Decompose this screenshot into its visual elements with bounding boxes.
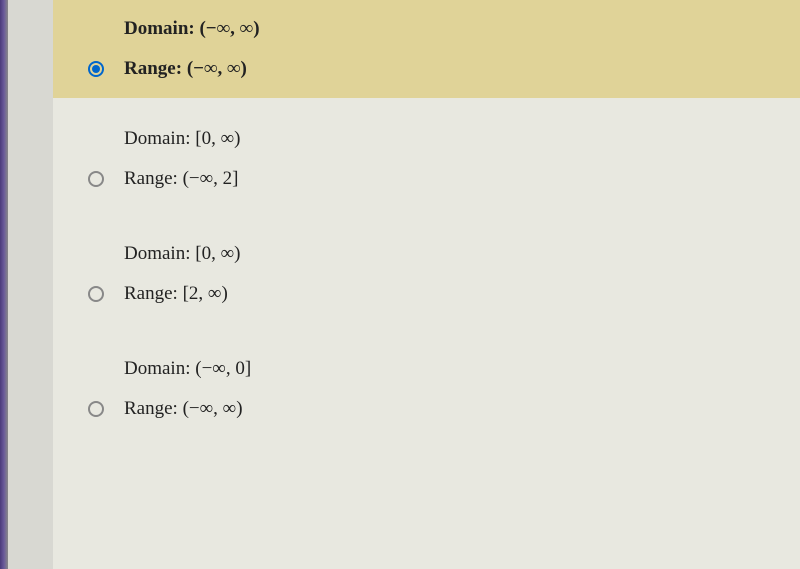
radio-button[interactable] (88, 286, 104, 302)
option-2-domain-line: Domain: [0, ∞) (88, 128, 780, 150)
quiz-options-container: Domain: (−∞, ∞) Range: (−∞, ∞) Domain: [… (53, 0, 800, 569)
range-label: Range: [2, ∞) (124, 283, 228, 305)
radio-button[interactable] (88, 171, 104, 187)
option-4-domain-line: Domain: (−∞, 0] (88, 358, 780, 380)
option-2[interactable]: Domain: [0, ∞) Range: (−∞, 2] (53, 98, 800, 208)
domain-label: Domain: [0, ∞) (124, 128, 240, 150)
option-3-domain-line: Domain: [0, ∞) (88, 243, 780, 265)
radio-button[interactable] (88, 401, 104, 417)
option-2-range-line: Range: (−∞, 2] (88, 168, 780, 190)
left-margin (8, 0, 53, 569)
range-label: Range: (−∞, ∞) (124, 58, 247, 80)
domain-label: Domain: (−∞, ∞) (124, 18, 260, 40)
radio-button-checked[interactable] (88, 61, 104, 77)
option-1[interactable]: Domain: (−∞, ∞) Range: (−∞, ∞) (53, 0, 800, 98)
domain-label: Domain: [0, ∞) (124, 243, 240, 265)
range-label: Range: (−∞, ∞) (124, 398, 243, 420)
option-1-domain-line: Domain: (−∞, ∞) (88, 18, 780, 40)
option-1-range-line: Range: (−∞, ∞) (88, 58, 780, 80)
domain-label: Domain: (−∞, 0] (124, 358, 251, 380)
option-4-range-line: Range: (−∞, ∞) (88, 398, 780, 420)
option-4[interactable]: Domain: (−∞, 0] Range: (−∞, ∞) (53, 323, 800, 438)
window-border (0, 0, 8, 569)
option-3[interactable]: Domain: [0, ∞) Range: [2, ∞) (53, 208, 800, 323)
option-3-range-line: Range: [2, ∞) (88, 283, 780, 305)
range-label: Range: (−∞, 2] (124, 168, 239, 190)
